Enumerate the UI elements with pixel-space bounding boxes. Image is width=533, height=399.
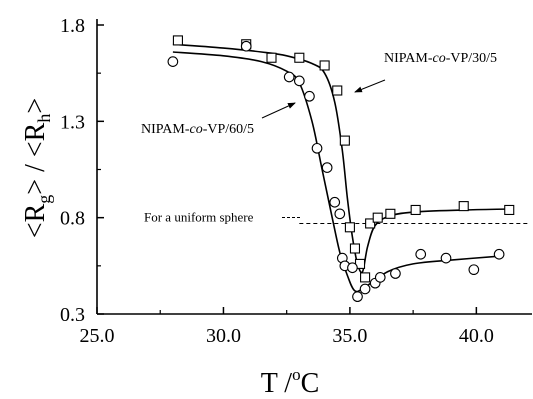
- circle-point: [390, 268, 401, 279]
- circle-point: [374, 272, 386, 283]
- x-tick-label: 30.0: [206, 325, 241, 347]
- circle-point: [347, 262, 358, 274]
- x-tick-label: 40.0: [459, 325, 494, 347]
- fit-curve-circle: [172, 51, 500, 293]
- circle-point: [240, 40, 252, 52]
- reference-line-group: For a uniform sphere: [144, 209, 528, 224]
- x-tick-label: 35.0: [332, 325, 367, 347]
- square-point: [458, 201, 469, 212]
- y-tick-label: 0.8: [60, 208, 85, 230]
- circle-point: [493, 248, 505, 260]
- circle-point: [304, 90, 315, 102]
- square-point: [319, 60, 330, 71]
- square-point: [385, 208, 396, 219]
- x-axis: 25.0 30.0 35.0 40.0: [80, 307, 494, 347]
- square-point: [339, 135, 350, 146]
- square-point: [332, 85, 343, 96]
- circle-point: [329, 196, 341, 208]
- circle-point: [359, 283, 371, 295]
- plot-frame: [96, 19, 532, 315]
- x-axis-label: T /oC: [261, 365, 320, 399]
- arrow-60-5: [261, 102, 296, 119]
- square-point: [266, 52, 277, 63]
- reference-line-label: For a uniform sphere: [144, 209, 254, 224]
- y-axis-label: <Rg> / <Rh>: [20, 98, 54, 238]
- circle-point: [283, 71, 295, 83]
- square-point: [365, 218, 376, 229]
- circle-point: [167, 56, 179, 67]
- data-points: [167, 35, 515, 303]
- square-point: [360, 272, 371, 283]
- series-label-30-5: NIPAM-co-VP/30/5: [384, 51, 497, 66]
- circle-point: [293, 75, 305, 87]
- y-tick-label: 0.3: [60, 304, 85, 326]
- fit-curve-square: [172, 43, 510, 274]
- x-axis-label-unit: C: [301, 368, 320, 399]
- series-label-60-5: NIPAM-co-VP/60/5: [141, 122, 254, 137]
- annotations: NIPAM-co-VP/30/5 NIPAM-co-VP/60/5: [141, 51, 497, 137]
- y-tick-label: 1.8: [60, 15, 85, 37]
- circle-point: [311, 142, 323, 154]
- x-axis-label-degree: o: [292, 365, 301, 384]
- x-tick-label: 25.0: [80, 325, 115, 347]
- circle-point: [440, 252, 452, 264]
- square-point: [172, 35, 183, 46]
- square-point: [344, 222, 355, 233]
- square-point: [410, 204, 421, 216]
- circle-point: [468, 264, 480, 276]
- circle-point: [334, 208, 346, 220]
- square-point: [372, 212, 383, 223]
- arrow-30-5: [354, 79, 386, 93]
- square-point: [504, 204, 515, 216]
- square-point: [294, 52, 305, 63]
- y-axis: 0.3 0.8 1.3 1.8: [60, 15, 104, 326]
- y-tick-label: 1.3: [60, 111, 85, 133]
- circle-point: [352, 291, 363, 303]
- circle-point: [415, 248, 427, 260]
- x-axis-label-text: T /: [261, 368, 293, 399]
- square-point: [349, 243, 361, 254]
- circle-point: [321, 162, 333, 173]
